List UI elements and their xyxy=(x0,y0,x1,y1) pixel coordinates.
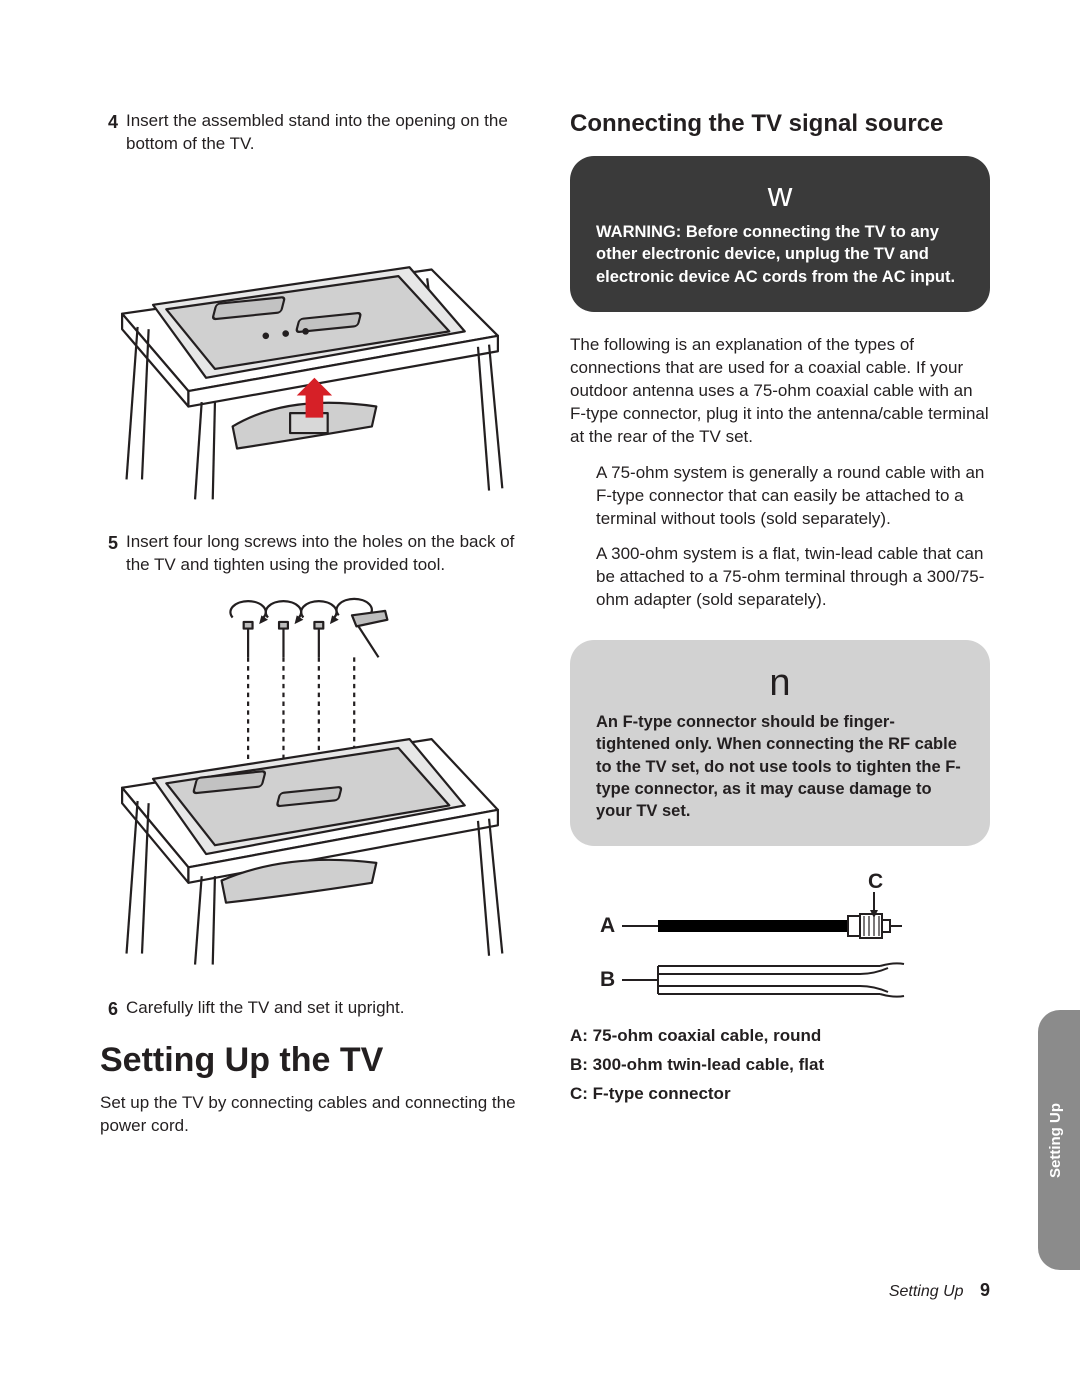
legend-b: B: 300-ohm twin-lead cable, flat xyxy=(570,1051,990,1080)
diagram-label-c: C xyxy=(868,870,883,893)
figure-insert-stand xyxy=(100,170,520,502)
footer-page-number: 9 xyxy=(980,1280,990,1300)
heading-connecting-signal: Connecting the TV signal source xyxy=(570,110,990,138)
left-column: 4 Insert the assembled stand into the op… xyxy=(100,110,520,1152)
diagram-label-a: A xyxy=(600,914,615,937)
step-4: 4 Insert the assembled stand into the op… xyxy=(100,110,520,156)
step-number: 4 xyxy=(100,110,118,156)
warning-text: WARNING: Before connecting the TV to any… xyxy=(596,221,964,288)
note-text: An F-type connector should be finger-tig… xyxy=(596,711,964,822)
step-6: 6 Carefully lift the TV and set it uprig… xyxy=(100,997,520,1021)
heading-setting-up-tv: Setting Up the TV xyxy=(100,1041,520,1080)
figure-cable-types: C A B xyxy=(580,870,940,1010)
step-text: Insert four long screws into the holes o… xyxy=(126,531,520,577)
note-box: n An F-type connector should be finger-t… xyxy=(570,640,990,846)
page-footer: Setting Up 9 xyxy=(889,1280,990,1301)
note-icon: n xyxy=(596,662,964,705)
para-1: The following is an explanation of the t… xyxy=(570,334,990,449)
intro-text: Set up the TV by connecting cables and c… xyxy=(100,1092,520,1138)
warning-label: WARNING: xyxy=(596,223,681,241)
bullet-300ohm: A 300-ohm system is a flat, twin-lead ca… xyxy=(570,543,990,612)
figure-insert-screws xyxy=(100,591,520,967)
side-tab: Setting Up xyxy=(1038,1010,1080,1270)
footer-section: Setting Up xyxy=(889,1283,964,1300)
step-number: 5 xyxy=(100,531,118,577)
warning-box: w WARNING: Before connecting the TV to a… xyxy=(570,156,990,312)
right-column: Connecting the TV signal source w WARNIN… xyxy=(570,110,990,1152)
step-text: Insert the assembled stand into the open… xyxy=(126,110,520,156)
legend-c: C: F-type connector xyxy=(570,1080,990,1109)
diagram-label-b: B xyxy=(600,968,615,991)
step-5: 5 Insert four long screws into the holes… xyxy=(100,531,520,577)
side-tab-label: Setting Up xyxy=(1047,1103,1064,1178)
step-number: 6 xyxy=(100,997,118,1021)
cable-legend: A: 75-ohm coaxial cable, round B: 300-oh… xyxy=(570,1022,990,1109)
step-text: Carefully lift the TV and set it upright… xyxy=(126,997,520,1021)
bullet-75ohm: A 75-ohm system is generally a round cab… xyxy=(570,462,990,531)
manual-page: 4 Insert the assembled stand into the op… xyxy=(0,0,1080,1212)
legend-a: A: 75-ohm coaxial cable, round xyxy=(570,1022,990,1051)
warning-icon: w xyxy=(596,176,964,215)
